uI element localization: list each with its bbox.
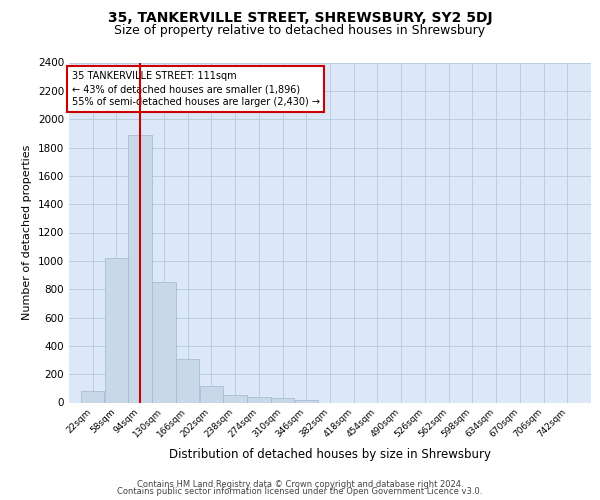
Bar [105,258,128,402]
Bar [247,397,271,402]
Bar [271,398,294,402]
Bar [295,400,318,402]
Y-axis label: Number of detached properties: Number of detached properties [22,145,32,320]
Bar [200,386,223,402]
Bar [152,282,176,403]
X-axis label: Distribution of detached houses by size in Shrewsbury: Distribution of detached houses by size … [169,448,491,461]
Text: 35, TANKERVILLE STREET, SHREWSBURY, SY2 5DJ: 35, TANKERVILLE STREET, SHREWSBURY, SY2 … [107,11,493,25]
Bar [128,134,152,402]
Text: 35 TANKERVILLE STREET: 111sqm
← 43% of detached houses are smaller (1,896)
55% o: 35 TANKERVILLE STREET: 111sqm ← 43% of d… [71,71,320,108]
Text: Contains public sector information licensed under the Open Government Licence v3: Contains public sector information licen… [118,488,482,496]
Bar [81,391,104,402]
Bar [176,358,199,403]
Bar [223,396,247,402]
Text: Size of property relative to detached houses in Shrewsbury: Size of property relative to detached ho… [115,24,485,37]
Text: Contains HM Land Registry data © Crown copyright and database right 2024.: Contains HM Land Registry data © Crown c… [137,480,463,489]
